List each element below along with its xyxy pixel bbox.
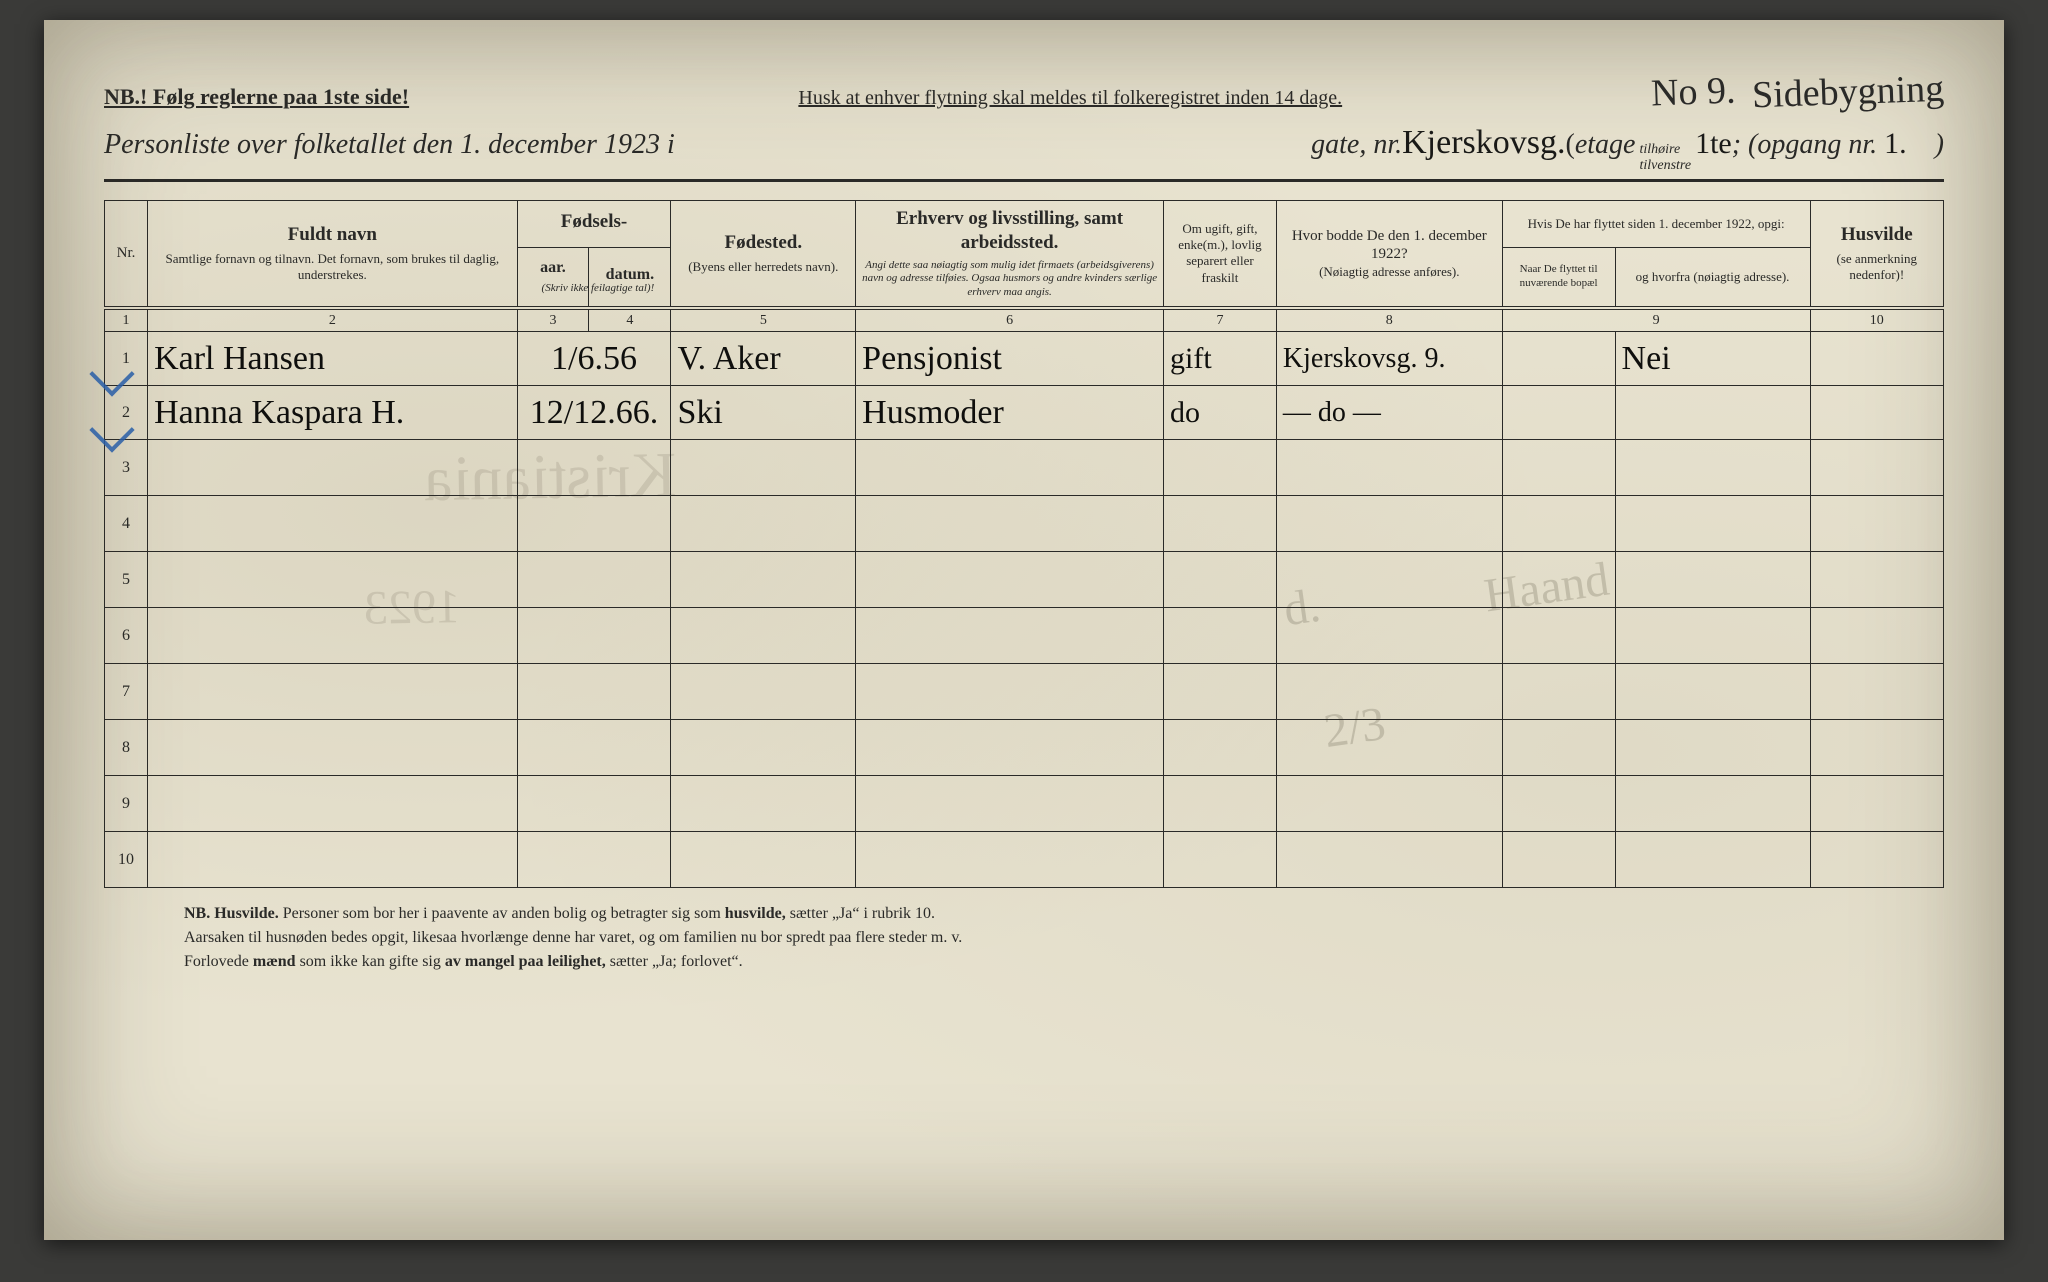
row-nr: 7 (105, 664, 148, 720)
opgang-close: ) (1935, 129, 1944, 161)
etage-value: 1te (1695, 127, 1732, 161)
top-bar: NB.! Følg reglerne paa 1ste side! Husk a… (104, 70, 1944, 114)
hdr-moved-from: og hvorfra (nøiagtig adresse). (1615, 247, 1810, 307)
opgang-value: 1. (1884, 127, 1907, 161)
row-birth: 12/12.66. (517, 386, 671, 440)
colnum: 9 (1502, 308, 1810, 332)
etage-options: tilhøire tilvenstre (1639, 141, 1691, 173)
hdr-birth-top: Fødsels- (517, 201, 671, 248)
hdr-husvilde: Husvilde (se anmerkning nedenfor)! (1810, 201, 1943, 308)
row-nr: 5 (105, 552, 148, 608)
nb-rule: NB.! Følg reglerne paa 1ste side! (104, 84, 409, 110)
row-place: Ski (671, 386, 856, 440)
row-name: Hanna Kaspara H. (148, 386, 517, 440)
table-row: 8 (105, 720, 1944, 776)
hdr-birthplace: Fødested. (Byens eller herredets navn). (671, 201, 856, 308)
colnum: 1 (105, 308, 148, 332)
table-body: 1 Karl Hansen 1/6.56 V. Aker Pensjonist … (105, 332, 1944, 888)
hdr-marital: Om ugift, gift, enke(m.), lovlig separer… (1164, 201, 1277, 308)
census-table: 1 2 3 4 5 6 7 8 9 10 Nr. Fuldt navn Samt… (104, 200, 1944, 888)
top-right-handwriting: No 9. Sidebygning (1651, 70, 1944, 114)
row-husvilde (1810, 332, 1943, 386)
row-nr: 6 (105, 608, 148, 664)
hdr-birth-year: aar. (Skriv ikke feilagtige tal)! (517, 247, 589, 307)
row-addr1922: — do — (1276, 386, 1502, 440)
page-number-hw: No 9. (1651, 69, 1737, 116)
row-nr: 4 (105, 496, 148, 552)
footer-nb: NB. Husvilde. (184, 905, 279, 922)
row-status: do (1164, 386, 1277, 440)
colnum: 2 (148, 308, 517, 332)
row-name: Karl Hansen (148, 332, 517, 386)
title-row: Personliste over folketallet den 1. dece… (104, 124, 1944, 182)
footer-note: NB. Husvilde. Personer som bor her i paa… (104, 902, 1304, 974)
hdr-moved-when: Naar De flyttet til nuværende bopæl (1502, 247, 1615, 307)
row-nr: 9 (105, 776, 148, 832)
colnum: 10 (1810, 308, 1943, 332)
table-header: Nr. Fuldt navn Samtlige fornavn og tilna… (105, 201, 1944, 308)
colnum: 6 (856, 308, 1164, 332)
table-row: 9 (105, 776, 1944, 832)
row-nr: 10 (105, 832, 148, 888)
opgang-label: ; (opgang nr. (1732, 129, 1877, 161)
row-from (1615, 386, 1810, 440)
row-occupation: Husmoder (856, 386, 1164, 440)
gate-label: gate, nr. (1311, 129, 1402, 161)
reminder-text: Husk at enhver flytning skal meldes til … (798, 87, 1342, 110)
table-row: 1 Karl Hansen 1/6.56 V. Aker Pensjonist … (105, 332, 1944, 386)
hdr-birth-date: datum. (589, 247, 671, 307)
hdr-addr1922: Hvor bodde De den 1. december 1922? (Nøi… (1276, 201, 1502, 308)
column-number-row: 1 2 3 4 5 6 7 8 9 10 (105, 308, 1944, 332)
row-occupation: Pensjonist (856, 332, 1164, 386)
table-row: 5 (105, 552, 1944, 608)
colnum: 7 (1164, 308, 1277, 332)
row-addr1922: Kjerskovsg. 9. (1276, 332, 1502, 386)
hdr-occupation: Erhverv og livsstilling, samt arbeidsste… (856, 201, 1164, 308)
table-row: 2 Hanna Kaspara H. 12/12.66. Ski Husmode… (105, 386, 1944, 440)
hdr-name: Fuldt navn Samtlige fornavn og tilnavn. … (148, 201, 517, 308)
colnum: 4 (589, 308, 671, 332)
row-husvilde (1810, 386, 1943, 440)
table-row: 6 (105, 608, 1944, 664)
census-form-page: Kristiania 1923 d. 2/3 Haand NB.! Følg r… (44, 20, 2004, 1240)
colnum: 8 (1276, 308, 1502, 332)
row-moved (1502, 386, 1615, 440)
table-row: 10 (105, 832, 1944, 888)
hdr-moved-top: Hvis De har flyttet siden 1. december 19… (1502, 201, 1810, 248)
row-birth: 1/6.56 (517, 332, 671, 386)
row-nr: 8 (105, 720, 148, 776)
colnum: 5 (671, 308, 856, 332)
row-status: gift (1164, 332, 1277, 386)
row-from: Nei (1615, 332, 1810, 386)
colnum: 3 (517, 308, 589, 332)
title-prefix: Personliste over folketallet den 1. dece… (104, 129, 675, 161)
footer-line2: Aarsaken til husnøden bedes opgit, likes… (184, 929, 962, 946)
row-moved (1502, 332, 1615, 386)
etage-label: etage (1575, 129, 1636, 161)
building-note-hw: Sidebygning (1751, 67, 1945, 118)
table-row: 7 (105, 664, 1944, 720)
table-row: 4 (105, 496, 1944, 552)
hdr-nr: Nr. (105, 201, 148, 308)
row-place: V. Aker (671, 332, 856, 386)
gate-value: Kjerskovsg. (1402, 124, 1565, 162)
table-row: 3 (105, 440, 1944, 496)
